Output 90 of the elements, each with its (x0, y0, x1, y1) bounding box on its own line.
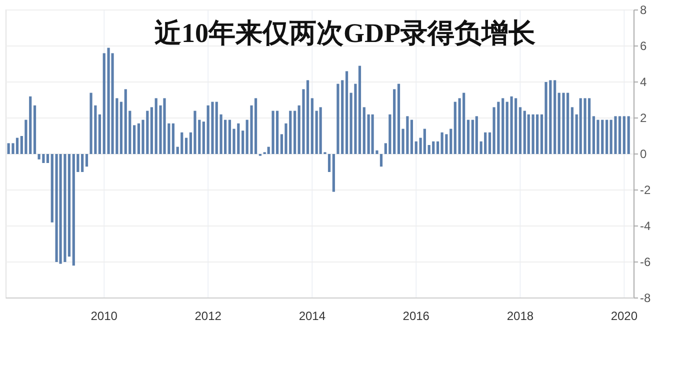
bar (523, 110, 526, 154)
bar (432, 141, 435, 154)
bar (72, 154, 75, 266)
bar (475, 116, 478, 154)
bar (29, 96, 32, 154)
bar (544, 82, 548, 154)
bar (466, 120, 470, 154)
x-tick-label: 2016 (402, 309, 430, 323)
bar (532, 114, 534, 154)
bar (562, 92, 565, 154)
bar (172, 123, 174, 154)
bar (306, 80, 310, 154)
bar (46, 154, 50, 163)
bar (211, 102, 214, 154)
x-tick-label: 2018 (506, 309, 534, 323)
bar (423, 128, 426, 154)
bar (502, 98, 504, 154)
bar (90, 92, 92, 154)
bar (107, 48, 110, 154)
bar (341, 80, 344, 154)
bar (163, 98, 166, 154)
bar (194, 110, 196, 154)
bar (24, 120, 28, 154)
bar (272, 110, 274, 154)
bar (276, 110, 279, 154)
bar (124, 89, 127, 154)
bar (367, 114, 370, 154)
y-tick-label: 8 (640, 3, 647, 17)
bar (410, 120, 414, 154)
bar (33, 105, 36, 154)
bar (397, 84, 400, 154)
y-tick-label: -4 (640, 219, 651, 233)
bar (428, 145, 430, 154)
y-tick-label: 4 (640, 75, 647, 89)
chart-title: 近10年来仅两次GDP录得负增长 (154, 18, 536, 48)
bar (462, 92, 466, 154)
bar (98, 114, 101, 154)
bar (345, 71, 348, 154)
bar (150, 107, 153, 154)
bar (518, 107, 522, 154)
bar (627, 116, 630, 154)
x-tick-label: 2020 (610, 309, 638, 323)
bar (358, 66, 362, 154)
bar (362, 107, 366, 154)
bar (566, 92, 570, 154)
bar (606, 120, 608, 154)
bar (85, 154, 88, 167)
bar (50, 154, 54, 222)
y-tick-label: 6 (640, 39, 647, 53)
bar (510, 96, 513, 154)
bar (133, 125, 136, 154)
bar (137, 123, 140, 154)
bar (310, 98, 314, 154)
bar (81, 154, 84, 172)
bar (242, 130, 244, 154)
bar (293, 110, 296, 154)
bar (380, 154, 383, 167)
bar (393, 89, 396, 154)
bar (180, 132, 184, 154)
bar (570, 107, 574, 154)
bar (336, 84, 340, 154)
bar (471, 120, 474, 154)
bar (484, 132, 487, 154)
bar (588, 98, 591, 154)
bar (184, 138, 188, 154)
bar (332, 154, 335, 192)
y-tick-label: 2 (640, 111, 647, 125)
bar (254, 98, 258, 154)
bar (328, 154, 331, 172)
bar (228, 120, 232, 154)
bar (388, 114, 392, 154)
bar (16, 138, 19, 154)
bar (315, 110, 318, 154)
bar (596, 120, 600, 154)
bar (202, 122, 205, 154)
bar (614, 116, 617, 154)
x-tick-label: 2010 (90, 309, 118, 323)
y-tick-label: -6 (640, 255, 651, 269)
y-tick-label: 0 (640, 147, 647, 161)
bar (554, 80, 556, 154)
x-tick-label: 2012 (194, 309, 222, 323)
bar (55, 154, 58, 262)
bar (120, 102, 123, 154)
y-tick-label: -8 (640, 291, 651, 305)
bar (618, 116, 622, 154)
bar (622, 116, 626, 154)
bar (584, 98, 586, 154)
x-tick-label: 2014 (298, 309, 326, 323)
bar (454, 102, 456, 154)
y-tick-label: -2 (640, 183, 651, 197)
